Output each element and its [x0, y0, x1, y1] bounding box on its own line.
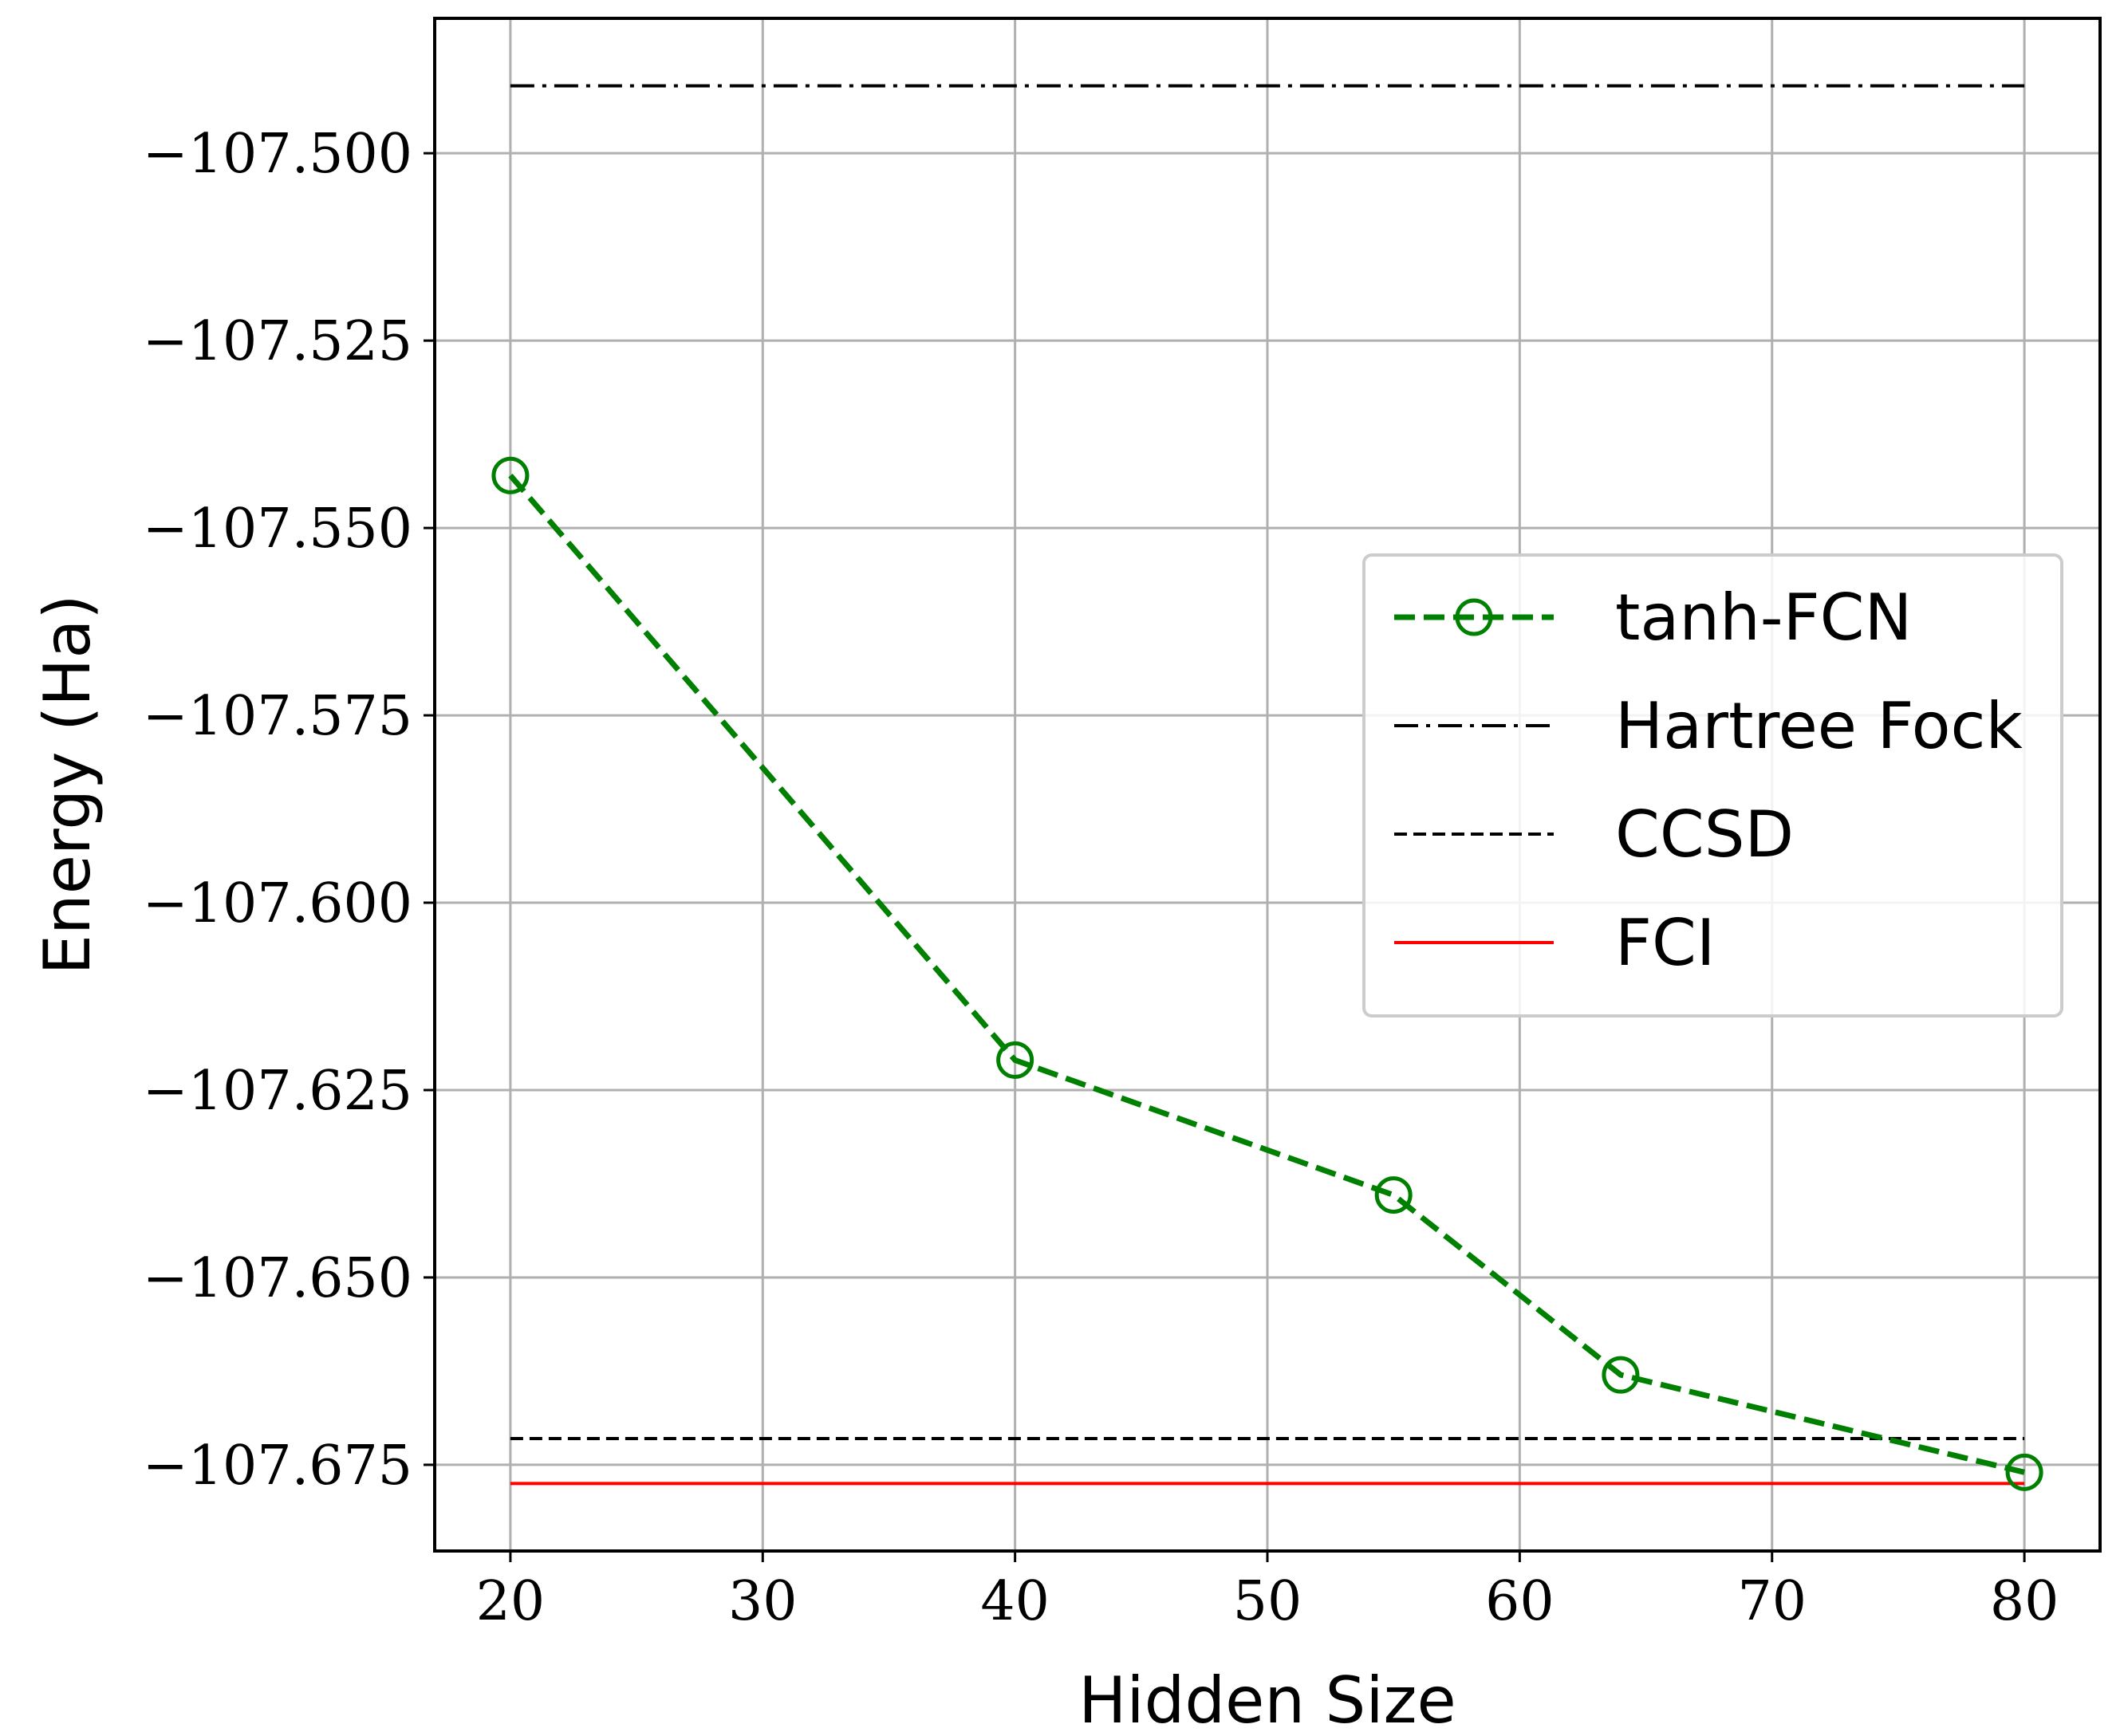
- y-tick-label: −107.550: [143, 498, 412, 561]
- legend: tanh-FCN Hartree Fock CCSD FCI: [1362, 553, 2063, 1018]
- x-tick-label: 50: [1233, 1570, 1302, 1633]
- legend-label-fci: FCI: [1615, 906, 1715, 980]
- axis-ticks: 20 30 40 50 60 70 80 −107.500 −107.525 −107.550 −1…: [143, 123, 2059, 1633]
- legend-marker-tanh-fcn: [1455, 598, 1493, 636]
- y-tick-label: −107.650: [143, 1247, 412, 1310]
- data-point: [491, 456, 530, 494]
- x-tick-label: 20: [476, 1570, 546, 1633]
- x-tick-label: 30: [728, 1570, 798, 1633]
- x-tick-label: 70: [1737, 1570, 1807, 1633]
- y-tick-label: −107.600: [143, 872, 412, 935]
- data-point: [996, 1041, 1034, 1079]
- plot-series: [491, 84, 2043, 1491]
- data-point: [1602, 1356, 1640, 1394]
- y-tick-label: −107.625: [143, 1060, 412, 1123]
- data-point: [2005, 1453, 2043, 1491]
- legend-label-hartree-fock: Hartree Fock: [1615, 689, 2024, 763]
- legend-box: [1362, 553, 2063, 1018]
- y-tick-label: −107.675: [143, 1435, 412, 1498]
- x-tick-label: 60: [1485, 1570, 1555, 1633]
- data-point: [1374, 1176, 1413, 1214]
- x-axis-title: Hidden Size: [1078, 1663, 1456, 1736]
- x-tick-label: 80: [1990, 1570, 2059, 1633]
- y-axis-title: Energy (Ha): [30, 594, 104, 974]
- y-tick-label: −107.525: [143, 310, 412, 373]
- y-tick-label: −107.500: [143, 123, 412, 186]
- legend-label-tanh-fcn: tanh-FCN: [1615, 581, 1912, 655]
- legend-label-ccsd: CCSD: [1615, 797, 1794, 872]
- y-tick-label: −107.575: [143, 685, 412, 748]
- series-line-tanh-fcn: [508, 474, 2025, 1475]
- x-tick-label: 40: [980, 1570, 1050, 1633]
